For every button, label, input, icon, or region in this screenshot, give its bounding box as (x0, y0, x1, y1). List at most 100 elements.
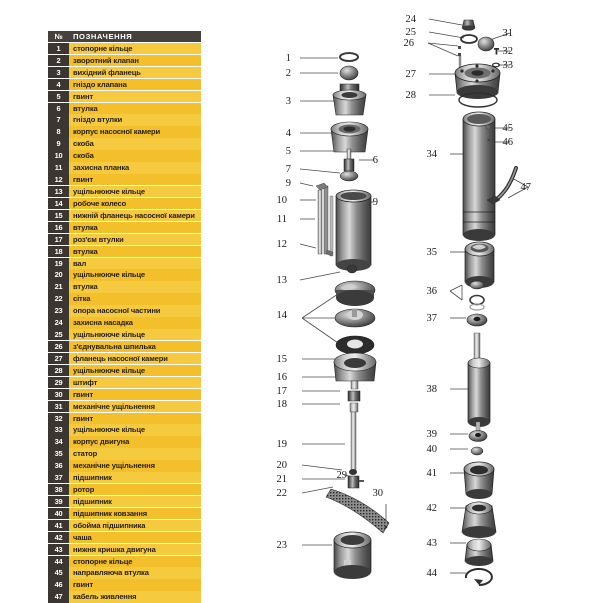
row-number: 17 (48, 233, 69, 246)
table-row: 3 вихідний фланець (48, 66, 201, 79)
callout-number-layer: 1234567991011121314151617181920212223293… (277, 14, 532, 579)
callout-number-45: 45 (503, 123, 514, 134)
row-number: 7 (48, 114, 69, 126)
table-row: 41 обойма підшипника (48, 519, 201, 532)
callout-number-21: 21 (277, 474, 288, 485)
table-row: 32 гвинт (48, 412, 201, 424)
callout-number-3: 3 (286, 96, 291, 107)
callout-number-26: 26 (404, 38, 415, 49)
row-designation: вихідний фланець (69, 66, 201, 79)
row-designation: гніздо втулки (69, 114, 201, 126)
callout-number-6: 6 (373, 155, 378, 166)
row-designation: втулка (69, 221, 201, 234)
table-row: 26 з'єднувальна шпилька (48, 340, 201, 353)
row-designation: опора насосної частини (69, 305, 201, 317)
callout-number-20: 20 (277, 460, 288, 471)
table-row: 42 чаша (48, 531, 201, 544)
row-designation: робоче колесо (69, 197, 201, 210)
middle-column-parts (315, 52, 390, 579)
callout-number-44: 44 (427, 568, 438, 579)
callout-number-32: 32 (503, 46, 514, 57)
row-number: 16 (48, 221, 69, 234)
row-designation: захисна планка (69, 162, 201, 174)
table-row: 27 фланець насосної камери (48, 352, 201, 365)
row-designation: чаша (69, 531, 201, 544)
table-row: 33 ущільнююче кільце (48, 424, 201, 436)
row-number: 14 (48, 197, 69, 210)
row-number: 18 (48, 245, 69, 257)
row-designation: гвинт (69, 90, 201, 102)
callout-number-9: 9 (286, 178, 291, 189)
row-designation: корпус насосної камери (69, 126, 201, 138)
row-number: 15 (48, 209, 69, 222)
table-row: 37 підшипник (48, 472, 201, 484)
row-designation: ущільнююче кільце (69, 269, 201, 281)
row-number: 32 (48, 412, 69, 424)
row-number: 12 (48, 174, 69, 186)
table-row: 21 втулка (48, 281, 201, 293)
row-designation: ущільнююче кільце (69, 364, 201, 377)
row-number: 5 (48, 90, 69, 102)
row-designation: ротор (69, 484, 201, 496)
row-number: 41 (48, 519, 69, 532)
callout-number-34: 34 (427, 149, 438, 160)
row-number: 13 (48, 185, 69, 198)
row-designation: корпус двигуна (69, 436, 201, 448)
callout-number-16: 16 (277, 372, 288, 383)
leader-lines (299, 18, 529, 574)
callout-number-41: 41 (427, 468, 438, 479)
callout-number-37: 37 (427, 313, 438, 324)
callout-number-24: 24 (406, 14, 417, 25)
row-designation: ущільнююче кільце (69, 329, 201, 341)
table-row: 1 стопорне кільце (48, 42, 201, 55)
callout-number-4: 4 (286, 128, 292, 139)
table-row: 35 статор (48, 448, 201, 460)
header-cell-number: № (48, 31, 69, 43)
table-row: 40 підшипник ковзання (48, 507, 201, 520)
row-number: 42 (48, 531, 69, 544)
row-number: 29 (48, 376, 69, 389)
table-row: 12 гвинт (48, 174, 201, 186)
row-designation: захисна насадка (69, 317, 201, 329)
row-number: 38 (48, 484, 69, 496)
table-row: 13 ущільнююче кільце (48, 185, 201, 198)
table-row: 14 робоче колесо (48, 197, 201, 210)
callout-number-14: 14 (277, 310, 288, 321)
callout-number-36: 36 (427, 286, 438, 297)
callout-number-7: 7 (286, 164, 291, 175)
callout-number-27: 27 (406, 69, 417, 80)
row-designation: статор (69, 448, 201, 460)
row-number: 43 (48, 543, 69, 556)
row-number: 1 (48, 42, 69, 55)
callout-number-30: 30 (373, 488, 384, 499)
callout-number-35: 35 (427, 247, 438, 258)
row-designation: стопорне кільце (69, 42, 201, 55)
row-designation: скоба (69, 150, 201, 162)
row-designation: гвинт (69, 174, 201, 186)
callout-number-42: 42 (427, 503, 438, 514)
table-row: 17 роз'єм втулки (48, 233, 201, 246)
callout-number-23: 23 (277, 540, 288, 551)
row-number: 36 (48, 460, 69, 472)
row-designation: втулка (69, 245, 201, 257)
row-designation: нижній фланець насосної камери (69, 209, 201, 222)
row-number: 10 (48, 150, 69, 162)
row-number: 4 (48, 78, 69, 91)
row-number: 6 (48, 102, 69, 114)
row-number: 25 (48, 329, 69, 341)
table-row: 19 вал (48, 257, 201, 269)
row-number: 22 (48, 293, 69, 305)
row-number: 11 (48, 162, 69, 174)
row-number: 9 (48, 138, 69, 150)
row-number: 45 (48, 567, 69, 579)
row-designation: ущільнююче кільце (69, 185, 201, 198)
callout-number-10: 10 (277, 195, 288, 206)
table-row: 7 гніздо втулки (48, 114, 201, 126)
table-row: 28 ущільнююче кільце (48, 364, 201, 377)
row-designation: гніздо клапана (69, 78, 201, 91)
callout-number-19: 19 (277, 439, 288, 450)
row-number: 3 (48, 66, 69, 79)
row-number: 27 (48, 352, 69, 365)
row-designation: нижня кришка двигуна (69, 543, 201, 556)
row-designation: ущільнююче кільце (69, 424, 201, 436)
